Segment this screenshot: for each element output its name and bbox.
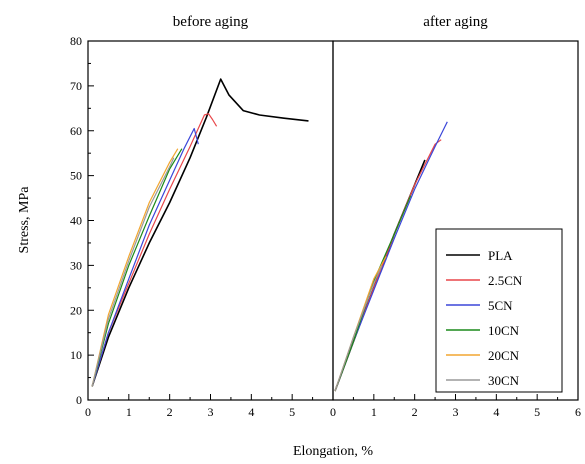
x-tick-label: 0 — [85, 405, 91, 419]
legend-label-pla: PLA — [488, 248, 513, 263]
legend-label-2-5cn: 2.5CN — [488, 273, 523, 288]
x-tick-label: 1 — [126, 405, 132, 419]
x-tick-label: 5 — [534, 405, 540, 419]
y-tick-label: 60 — [70, 124, 82, 138]
y-tick-label: 10 — [70, 348, 82, 362]
legend-label-20cn: 20CN — [488, 348, 520, 363]
x-tick-label: 3 — [208, 405, 214, 419]
series-line-2-5cn — [91, 113, 218, 387]
panel-title-1: before aging — [173, 14, 249, 30]
y-tick-label: 80 — [70, 34, 82, 48]
x-tick-label: 5 — [289, 405, 295, 419]
series-line-10cn — [91, 148, 183, 387]
legend-box — [435, 228, 563, 393]
y-axis-title: Stress, MPa — [17, 186, 32, 254]
y-tick-label: 0 — [76, 393, 82, 407]
x-tick-label: 0 — [330, 405, 336, 419]
series-line-30cn — [91, 157, 175, 387]
x-tick-label: 4 — [493, 405, 499, 419]
x-tick-label: 1 — [371, 405, 377, 419]
legend-label-5cn: 5CN — [488, 298, 513, 313]
legend-label-10cn: 10CN — [488, 323, 520, 338]
series-line-pla — [91, 78, 309, 387]
panel-frame-1 — [87, 40, 334, 401]
x-tick-label: 2 — [412, 405, 418, 419]
legend-label-30cn: 30CN — [488, 373, 520, 388]
y-tick-label: 50 — [70, 169, 82, 183]
series-line-5cn — [334, 121, 448, 392]
panel-title-2: after aging — [423, 14, 488, 30]
x-tick-label: 3 — [453, 405, 459, 419]
y-tick-label: 20 — [70, 303, 82, 317]
series-line-20cn — [91, 148, 179, 387]
series-line-5cn — [91, 127, 199, 387]
y-tick-label: 70 — [70, 79, 82, 93]
series-line-2-5cn — [334, 139, 442, 392]
x-axis-title: Elongation, % — [293, 444, 373, 459]
y-tick-label: 40 — [70, 214, 82, 228]
y-tick-label: 30 — [70, 258, 82, 272]
x-tick-label: 4 — [248, 405, 254, 419]
x-tick-label: 2 — [167, 405, 173, 419]
series-line-30cn — [334, 265, 383, 392]
x-tick-label: 6 — [575, 405, 581, 419]
series-line-10cn — [334, 195, 412, 392]
